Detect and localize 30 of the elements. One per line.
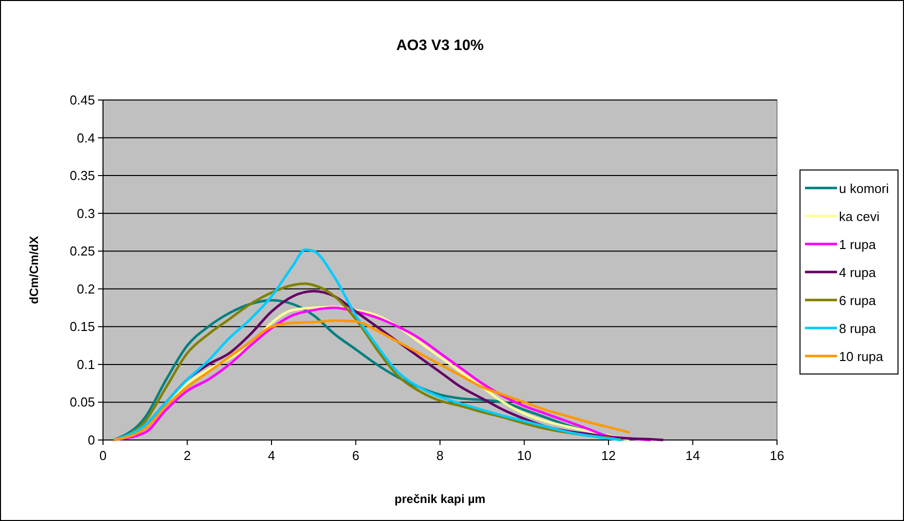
x-tick-label: 2 xyxy=(184,448,191,463)
x-tick-label: 8 xyxy=(436,448,444,463)
legend-label: 10 rupa xyxy=(839,349,884,364)
x-axis-title: prečnik kapi µm xyxy=(394,492,486,506)
y-tick-label: 0.05 xyxy=(70,394,95,410)
x-tick-label: 10 xyxy=(517,448,532,463)
x-tick-label: 4 xyxy=(268,448,276,463)
legend-label: ka cevi xyxy=(839,209,880,224)
x-tick-label: 16 xyxy=(770,448,784,463)
legend-label: u komori xyxy=(839,181,889,196)
y-tick-label: 0.1 xyxy=(76,356,95,372)
y-tick-label: 0.25 xyxy=(70,244,95,259)
x-tick-label: 6 xyxy=(352,448,360,463)
x-tick-label: 0 xyxy=(99,448,107,463)
x-tick-label: 14 xyxy=(686,448,700,463)
y-tick-label: 0.4 xyxy=(76,130,95,146)
legend-label: 4 rupa xyxy=(839,265,877,280)
y-tick-label: 0.15 xyxy=(70,319,95,334)
chart-title: AO3 V3 10% xyxy=(396,37,484,54)
legend-label: 8 rupa xyxy=(839,321,877,336)
line-series xyxy=(112,248,622,442)
x-tick-label: 12 xyxy=(601,448,616,463)
y-tick-label: 0.35 xyxy=(70,168,95,184)
y-tick-label: 0 xyxy=(88,432,95,448)
y-tick-label: 0.45 xyxy=(70,92,95,108)
y-tick-label: 0.2 xyxy=(76,281,95,296)
legend-label: 6 rupa xyxy=(839,293,877,308)
y-tick-label: 0.3 xyxy=(76,206,95,221)
legend-label: 1 rupa xyxy=(839,237,877,252)
y-axis-title: dCm/Cm/dX xyxy=(27,236,41,304)
